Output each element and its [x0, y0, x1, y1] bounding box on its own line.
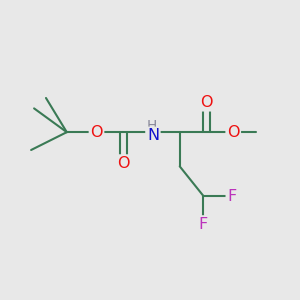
Text: N: N — [147, 128, 159, 143]
Text: H: H — [146, 118, 157, 133]
Text: O: O — [90, 125, 103, 140]
Text: F: F — [199, 217, 208, 232]
Text: O: O — [200, 95, 213, 110]
Text: O: O — [227, 125, 239, 140]
Text: O: O — [117, 156, 130, 171]
Text: F: F — [227, 189, 236, 204]
